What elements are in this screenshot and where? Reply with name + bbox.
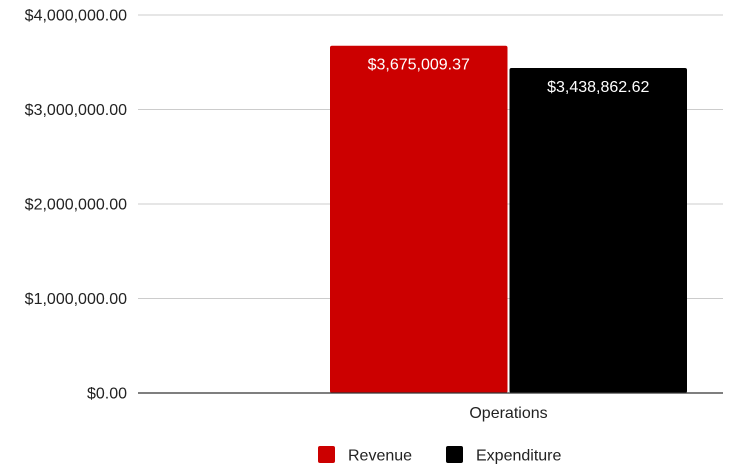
y-tick-label: $3,000,000.00 bbox=[25, 102, 127, 119]
x-tick-label: Operations bbox=[469, 405, 547, 422]
y-tick-label: $1,000,000.00 bbox=[25, 291, 127, 308]
y-tick-label: $0.00 bbox=[87, 386, 127, 403]
bar-expenditure bbox=[509, 68, 687, 394]
bars bbox=[330, 45, 687, 394]
legend-label: Revenue bbox=[348, 448, 412, 465]
y-axis-ticks: $0.00 $1,000,000.00 $2,000,000.00 $3,000,00… bbox=[25, 8, 127, 403]
legend-label: Expenditure bbox=[476, 448, 561, 465]
legend: Revenue Expenditure bbox=[318, 446, 561, 465]
legend-swatch-expenditure bbox=[446, 446, 463, 463]
data-label: $3,438,862.62 bbox=[547, 79, 649, 96]
y-tick-label: $4,000,000.00 bbox=[25, 8, 127, 25]
legend-swatch-revenue bbox=[318, 446, 335, 463]
y-tick-label: $2,000,000.00 bbox=[25, 197, 127, 214]
data-label: $3,675,009.37 bbox=[368, 57, 470, 74]
x-axis: Operations bbox=[138, 392, 723, 422]
data-labels: $3,675,009.37 $3,438,862.62 bbox=[368, 57, 650, 96]
bar-revenue bbox=[330, 45, 508, 394]
